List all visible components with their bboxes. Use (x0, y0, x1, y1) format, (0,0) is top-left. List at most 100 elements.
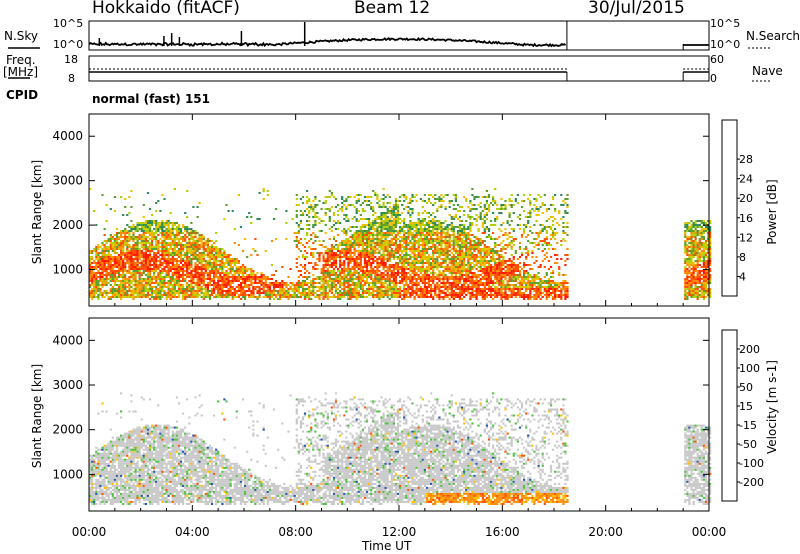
power-cell (359, 204, 362, 206)
power-cell (430, 202, 433, 204)
power-cell (223, 290, 226, 292)
power-cell (161, 278, 164, 280)
power-cell (89, 278, 92, 280)
power-cell (153, 292, 156, 294)
power-cell (173, 272, 176, 274)
power-cell (345, 278, 348, 280)
power-cell (130, 294, 133, 296)
power-cell (179, 230, 183, 232)
power-cell (409, 264, 412, 266)
power-cell (423, 278, 426, 280)
power-cell (198, 238, 201, 240)
power-cell (461, 268, 464, 270)
power-cell (113, 252, 116, 254)
power-cell (328, 208, 331, 210)
power-cell (454, 252, 457, 254)
power-cell (179, 288, 183, 290)
power-cell (144, 240, 147, 242)
power-cell (396, 210, 400, 212)
power-cell (355, 290, 358, 292)
power-cell (115, 272, 119, 274)
power-cell (407, 286, 410, 288)
power-cell (254, 276, 257, 278)
power-cell (239, 278, 243, 280)
power-cell (386, 202, 389, 204)
power-cell (200, 288, 203, 290)
power-cell (349, 270, 352, 272)
power-cell (109, 262, 112, 264)
power-cell (322, 264, 325, 266)
power-cell (330, 270, 333, 272)
power-cell (452, 280, 455, 282)
power-cell (146, 290, 150, 292)
power-cell (386, 224, 389, 226)
power-cell (111, 286, 114, 288)
power-cell (175, 280, 178, 282)
power-cell (130, 220, 133, 222)
power-cell (370, 272, 373, 274)
power-cell (219, 250, 222, 252)
power-cell (448, 214, 451, 216)
power-cell (194, 248, 197, 250)
power-cell (132, 290, 135, 292)
power-cell (456, 230, 460, 232)
power-cell (303, 288, 307, 290)
power-cell (219, 266, 222, 268)
power-cell (177, 256, 181, 258)
power-cell (382, 254, 385, 256)
power-cell (355, 234, 358, 236)
power-cell (297, 276, 300, 278)
power-cell (461, 294, 464, 296)
power-cell (301, 276, 305, 278)
power-cell (403, 278, 406, 280)
power-cell (250, 276, 253, 278)
power-cell (190, 286, 193, 288)
power-cell (303, 256, 307, 258)
power-cell (91, 290, 94, 292)
power-cell (396, 206, 400, 208)
power-cell (415, 282, 418, 284)
power-cell (219, 274, 222, 276)
power-cell (132, 240, 135, 242)
power-cell (334, 286, 338, 288)
power-cell (206, 266, 209, 268)
power-cell (314, 212, 317, 214)
power-cell (430, 262, 433, 264)
power-cell (446, 240, 449, 242)
power-cell (332, 274, 336, 276)
power-cell (163, 232, 166, 234)
power-cell (357, 220, 360, 222)
power-cell (396, 270, 400, 272)
power-cell (235, 276, 238, 278)
power-cell (223, 274, 226, 276)
power-cell (179, 260, 183, 262)
power-cell (159, 280, 162, 282)
power-cell (146, 282, 150, 284)
power-cell (289, 296, 292, 298)
power-cell (297, 282, 300, 284)
power-cell (196, 296, 199, 298)
power-cell (409, 202, 412, 204)
power-cell (359, 256, 362, 258)
freq-tick-top: 18 (64, 53, 78, 66)
power-cell (409, 254, 412, 256)
power-cell (208, 278, 212, 280)
power-cell (254, 280, 257, 282)
power-cell (438, 242, 441, 244)
power-cell (210, 290, 214, 292)
power-cell (440, 230, 443, 232)
power-cell (132, 232, 135, 234)
power-cell (227, 292, 230, 294)
power-cell (217, 264, 220, 266)
power-cell (115, 294, 119, 296)
power-cell (384, 270, 387, 272)
power-cell (221, 264, 224, 266)
power-cell (93, 284, 96, 286)
power-cell (372, 272, 375, 274)
power-cell (458, 256, 462, 258)
power-cell (281, 284, 284, 286)
power-cell (454, 276, 457, 278)
power-cell (157, 228, 160, 230)
power-cell (188, 260, 191, 262)
power-cell (411, 286, 414, 288)
